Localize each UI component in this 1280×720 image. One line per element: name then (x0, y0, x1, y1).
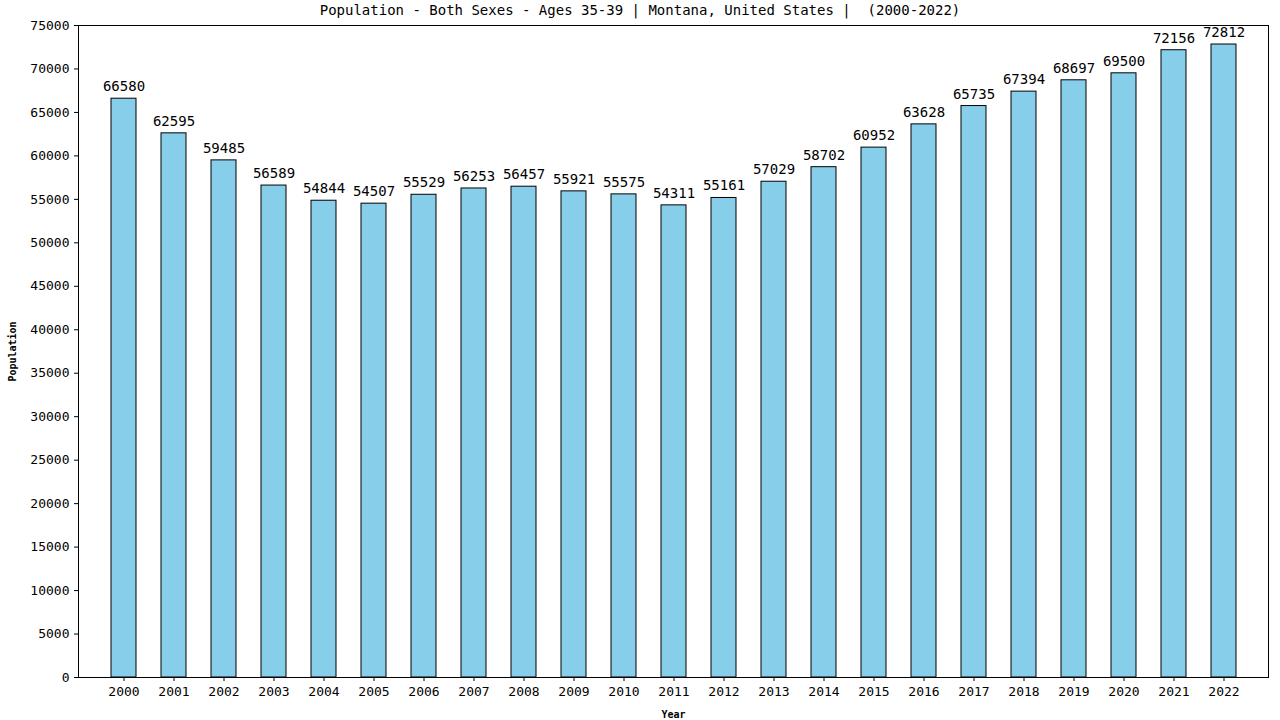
svg-text:69500: 69500 (1103, 53, 1145, 69)
svg-text:2007: 2007 (458, 684, 489, 699)
svg-text:56457: 56457 (503, 166, 545, 182)
svg-text:2008: 2008 (508, 684, 539, 699)
svg-text:2012: 2012 (708, 684, 739, 699)
svg-text:2010: 2010 (608, 684, 639, 699)
svg-text:60000: 60000 (30, 148, 69, 163)
svg-text:2018: 2018 (1008, 684, 1039, 699)
svg-text:55161: 55161 (703, 177, 745, 193)
svg-text:35000: 35000 (30, 365, 69, 380)
svg-text:2011: 2011 (658, 684, 689, 699)
svg-text:54311: 54311 (653, 185, 695, 201)
svg-text:30000: 30000 (30, 409, 69, 424)
svg-text:2015: 2015 (858, 684, 889, 699)
svg-text:0: 0 (62, 670, 70, 685)
svg-text:2000: 2000 (108, 684, 139, 699)
svg-text:55575: 55575 (603, 174, 645, 190)
svg-text:66580: 66580 (103, 78, 145, 94)
svg-text:67394: 67394 (1003, 71, 1045, 87)
svg-text:54507: 54507 (353, 183, 395, 199)
svg-text:54844: 54844 (303, 180, 345, 196)
svg-text:2009: 2009 (558, 684, 589, 699)
svg-text:Population: Population (7, 321, 18, 381)
svg-text:2013: 2013 (758, 684, 789, 699)
svg-text:56253: 56253 (453, 168, 495, 184)
svg-text:50000: 50000 (30, 235, 69, 250)
svg-text:2019: 2019 (1058, 684, 1089, 699)
svg-text:59485: 59485 (203, 140, 245, 156)
svg-text:2006: 2006 (408, 684, 439, 699)
svg-text:5000: 5000 (38, 626, 69, 641)
svg-text:40000: 40000 (30, 322, 69, 337)
svg-text:72812: 72812 (1203, 24, 1245, 40)
svg-text:55529: 55529 (403, 174, 445, 190)
svg-text:2004: 2004 (308, 684, 339, 699)
svg-text:2001: 2001 (158, 684, 189, 699)
svg-text:45000: 45000 (30, 278, 69, 293)
svg-text:56589: 56589 (253, 165, 295, 181)
svg-text:70000: 70000 (30, 61, 69, 76)
svg-text:2022: 2022 (1208, 684, 1239, 699)
svg-text:63628: 63628 (903, 104, 945, 120)
svg-text:2020: 2020 (1108, 684, 1139, 699)
svg-text:57029: 57029 (753, 161, 795, 177)
svg-text:Year: Year (661, 709, 685, 720)
svg-text:15000: 15000 (30, 539, 69, 554)
svg-text:2016: 2016 (908, 684, 939, 699)
svg-text:2021: 2021 (1158, 684, 1189, 699)
svg-text:65000: 65000 (30, 105, 69, 120)
svg-text:60952: 60952 (853, 127, 895, 143)
svg-text:68697: 68697 (1053, 60, 1095, 76)
svg-text:55921: 55921 (553, 171, 595, 187)
svg-text:72156: 72156 (1153, 30, 1195, 46)
svg-text:58702: 58702 (803, 147, 845, 163)
svg-text:2017: 2017 (958, 684, 989, 699)
svg-text:75000: 75000 (30, 20, 69, 33)
svg-text:65735: 65735 (953, 86, 995, 102)
svg-text:2005: 2005 (358, 684, 389, 699)
svg-text:62595: 62595 (153, 113, 195, 129)
svg-text:10000: 10000 (30, 583, 69, 598)
svg-text:20000: 20000 (30, 496, 69, 511)
svg-text:2003: 2003 (258, 684, 289, 699)
svg-text:2014: 2014 (808, 684, 839, 699)
svg-text:25000: 25000 (30, 452, 69, 467)
html-text:Population - Both Sexes - Ages: Population - Both Sexes - Ages 35-39 | M… (319, 2, 961, 18)
svg-text:2002: 2002 (208, 684, 239, 699)
svg-text:55000: 55000 (30, 192, 69, 207)
